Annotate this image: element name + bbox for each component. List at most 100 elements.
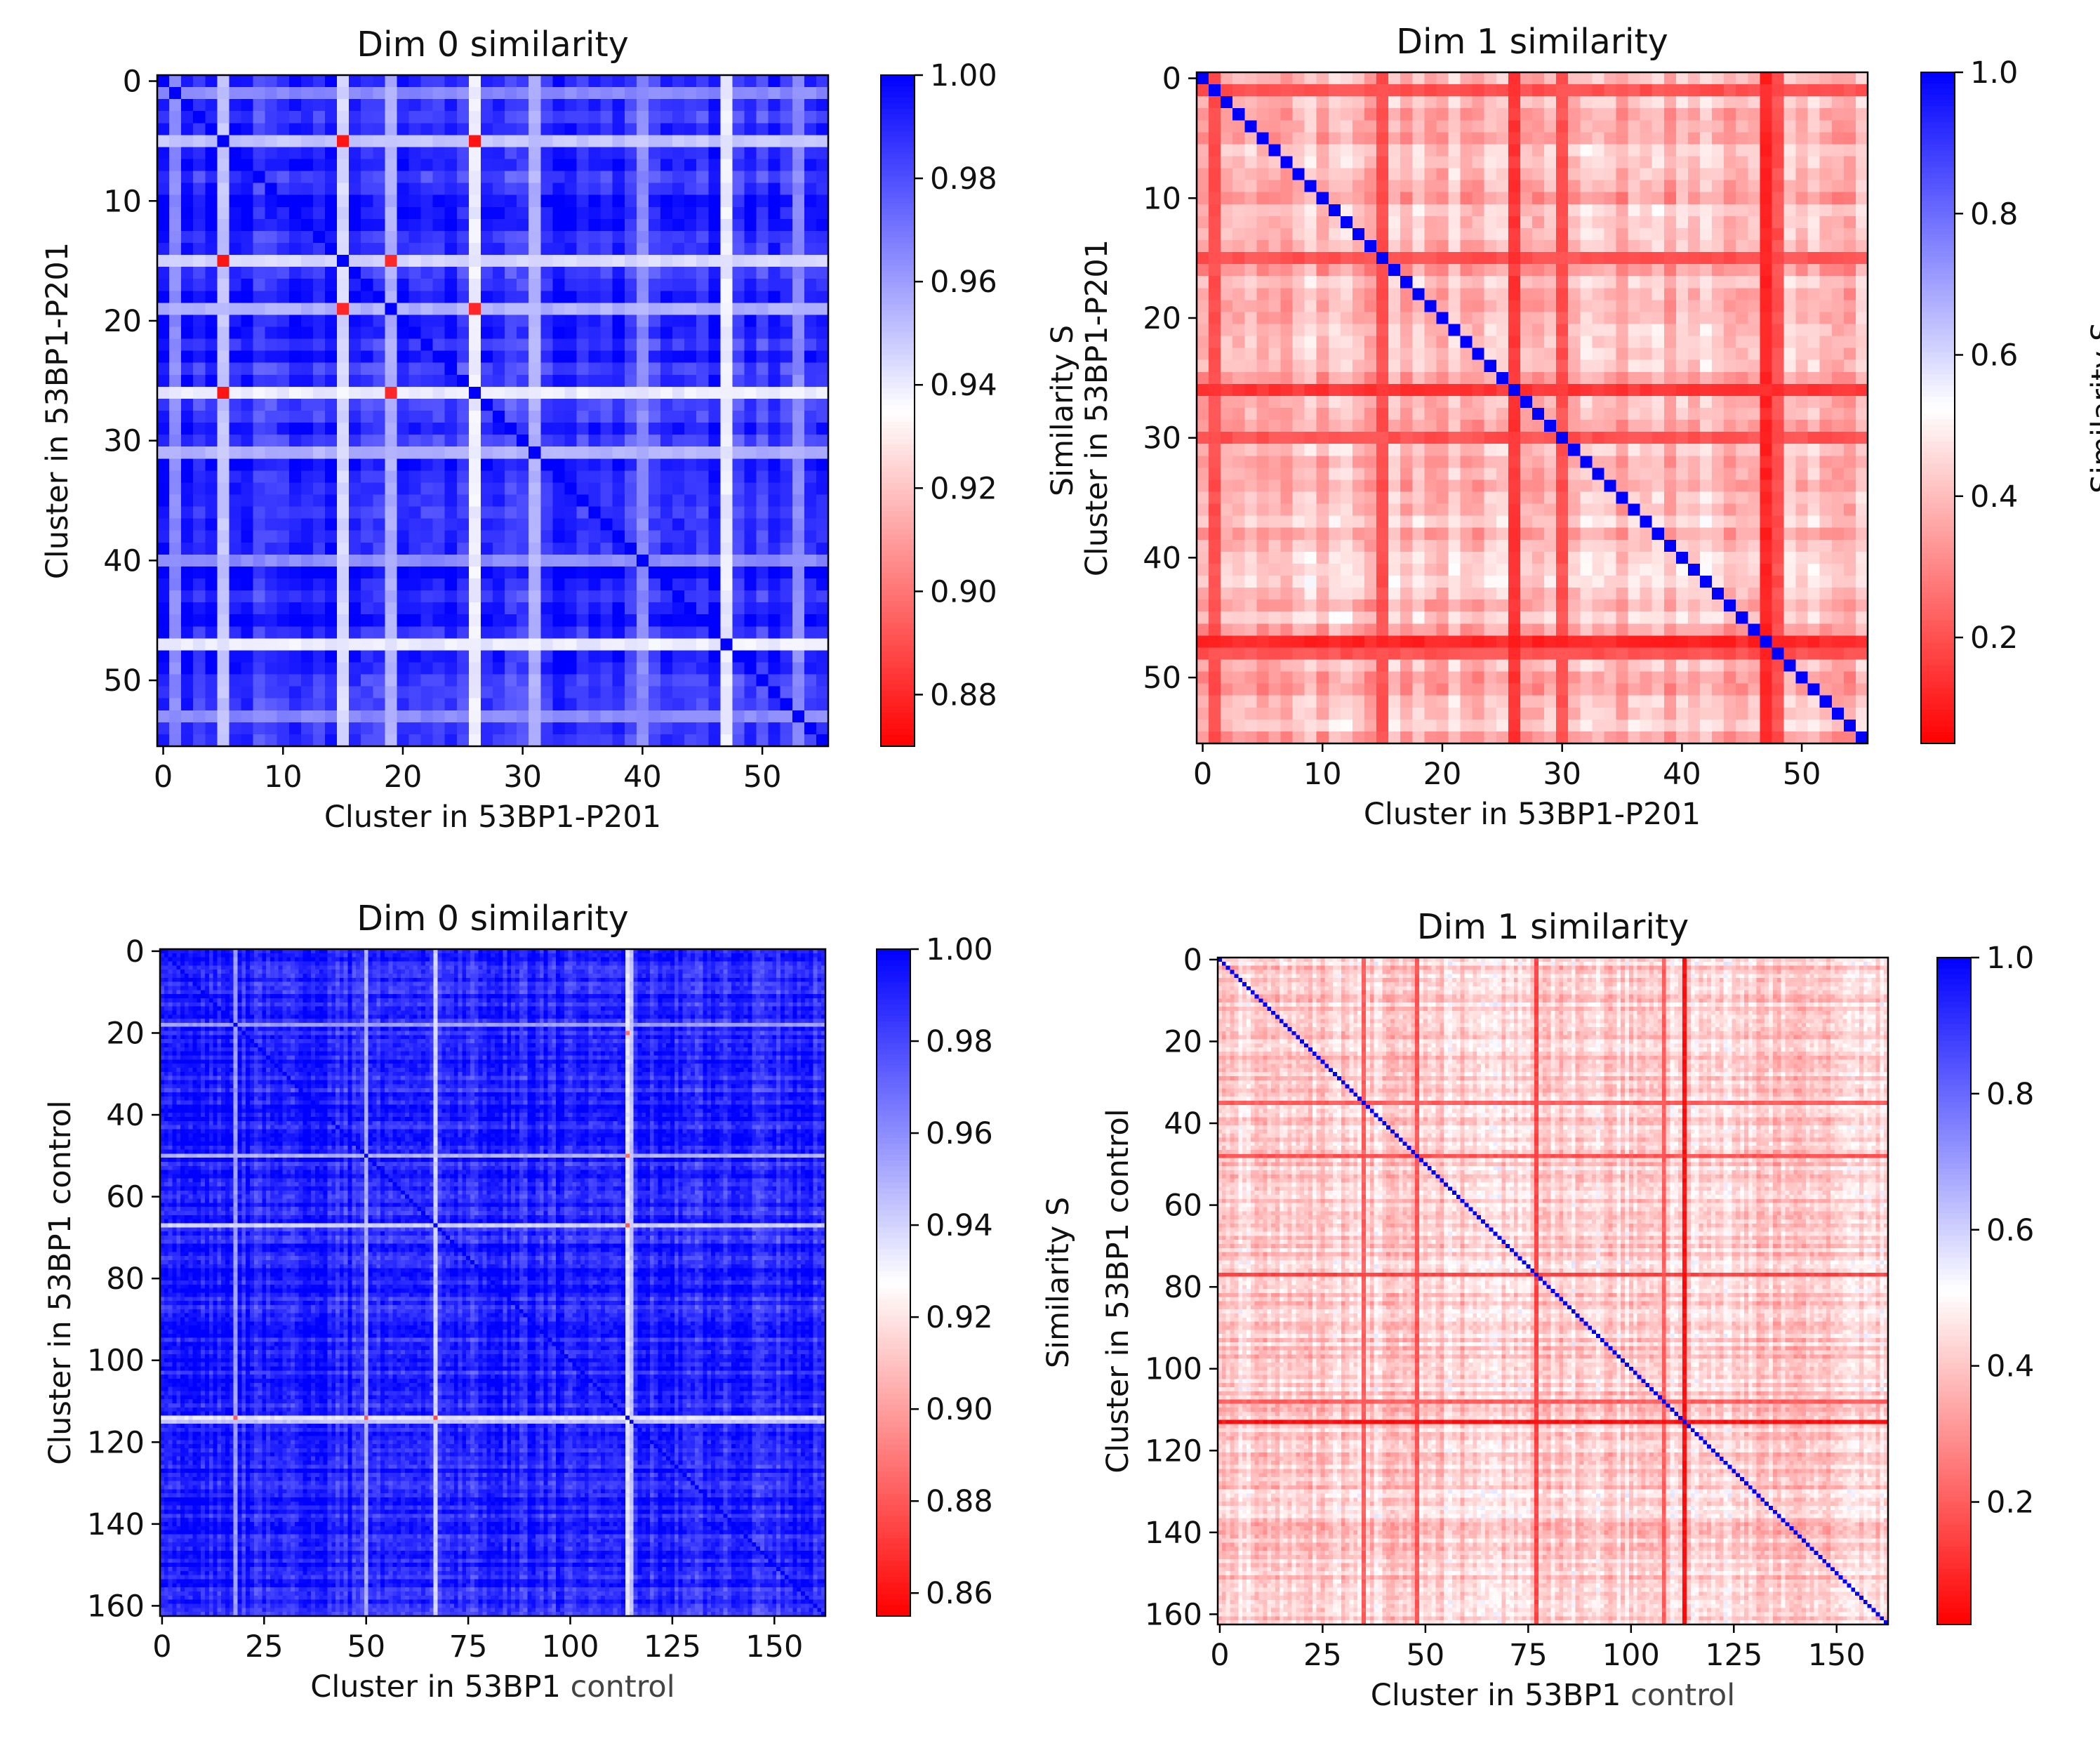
heatmap-cell (720, 147, 733, 159)
heatmap-cell (301, 339, 314, 352)
heatmap-cell (672, 446, 685, 459)
heatmap-cell (301, 495, 314, 508)
heatmap-cell (660, 519, 673, 531)
heatmap-cell (205, 231, 218, 244)
heatmap-cell (289, 626, 302, 639)
heatmap-cell (1832, 420, 1845, 432)
heatmap-cell (625, 507, 637, 519)
heatmap-cell (1748, 384, 1760, 397)
heatmap-cell (1341, 228, 1353, 241)
colorbar-segment (881, 729, 915, 736)
heatmap-cell (409, 291, 422, 303)
heatmap-cell (289, 507, 302, 519)
heatmap-cell (1317, 132, 1329, 145)
heatmap-cell (1856, 132, 1868, 145)
heatmap-cell (1748, 312, 1760, 324)
heatmap-cell (205, 675, 218, 687)
heatmap-cell (1760, 276, 1772, 289)
heatmap-cell (769, 435, 781, 447)
heatmap-cell (1329, 132, 1341, 145)
heatmap-cell (769, 231, 781, 244)
heatmap-cell (1712, 372, 1724, 385)
heatmap-cell (289, 710, 302, 723)
heatmap-cell (660, 663, 673, 675)
heatmap-cell (193, 567, 206, 579)
heatmap-cell (193, 710, 206, 723)
heatmap-cell (577, 411, 590, 423)
heatmap-cell (1268, 216, 1281, 229)
heatmap-cell (349, 495, 361, 508)
heatmap-cell (205, 507, 218, 519)
heatmap-cell (577, 243, 590, 256)
heatmap-cell (1652, 324, 1665, 337)
heatmap-cell (1736, 420, 1748, 432)
heatmap-cell (1353, 84, 1365, 97)
heatmap-cell (1688, 157, 1701, 169)
heatmap-cell (757, 159, 769, 172)
heatmap-cell (265, 279, 278, 291)
heatmap-cell (301, 231, 314, 244)
heatmap-cell (672, 482, 685, 495)
heatmap-cell (337, 363, 350, 376)
heatmap-cell (265, 687, 278, 699)
heatmap-cell (1736, 216, 1748, 229)
heatmap-cell (757, 111, 769, 124)
heatmap-cell (445, 387, 458, 399)
heatmap-cell (277, 123, 290, 135)
heatmap-cell (1353, 324, 1365, 337)
heatmap-cell (301, 687, 314, 699)
heatmap-cell (1293, 276, 1305, 289)
heatmap-cell (660, 195, 673, 208)
heatmap-cell (708, 626, 721, 639)
heatmap-cell (613, 650, 625, 663)
heatmap-cell (217, 567, 230, 579)
heatmap-cell (1461, 384, 1473, 397)
heatmap-cell (517, 602, 529, 615)
heatmap-cell (289, 722, 302, 735)
heatmap-cell (792, 207, 805, 220)
heatmap-cell (1856, 252, 1868, 265)
heatmap-cell (289, 578, 302, 591)
heatmap-cell (564, 507, 577, 519)
heatmap-cell (649, 279, 661, 291)
heatmap-cell (1461, 276, 1473, 289)
heatmap-cell (564, 207, 577, 220)
heatmap-cell (804, 207, 817, 220)
heatmap-cell (361, 111, 373, 124)
heatmap-cell (313, 675, 326, 687)
heatmap-cell (373, 590, 385, 603)
heatmap-cell (241, 291, 254, 303)
heatmap-cell (1748, 336, 1760, 349)
heatmap-cell (1640, 228, 1653, 241)
heatmap-cell (529, 339, 541, 352)
heatmap-cell (409, 351, 422, 364)
heatmap-cell (1820, 360, 1833, 373)
heatmap-cell (493, 339, 505, 352)
heatmap-cell (313, 519, 326, 531)
heatmap-cell (229, 531, 241, 543)
heatmap-cell (1388, 324, 1401, 337)
heatmap-cell (1317, 348, 1329, 361)
heatmap-cell (265, 638, 278, 651)
heatmap-cell (804, 638, 817, 651)
heatmap-cell (552, 219, 565, 232)
heatmap-cell (804, 555, 817, 567)
heatmap-cell (1580, 204, 1593, 217)
colorbar-segment (881, 220, 915, 227)
heatmap-cell (301, 435, 314, 447)
heatmap-cell (589, 387, 602, 399)
heatmap-cell (1436, 228, 1449, 241)
heatmap-cell (1473, 288, 1485, 300)
heatmap-cell (660, 687, 673, 699)
heatmap-cell (552, 183, 565, 196)
heatmap-cell (1640, 168, 1653, 181)
heatmap-cell (696, 602, 709, 615)
heatmap-cell (564, 458, 577, 471)
heatmap-cell (696, 159, 709, 172)
heatmap-cell (373, 507, 385, 519)
heatmap-cell (457, 399, 470, 411)
heatmap-cell (169, 734, 182, 747)
heatmap-cell (1652, 132, 1665, 145)
heatmap-cell (229, 650, 241, 663)
heatmap-cell (1652, 192, 1665, 205)
